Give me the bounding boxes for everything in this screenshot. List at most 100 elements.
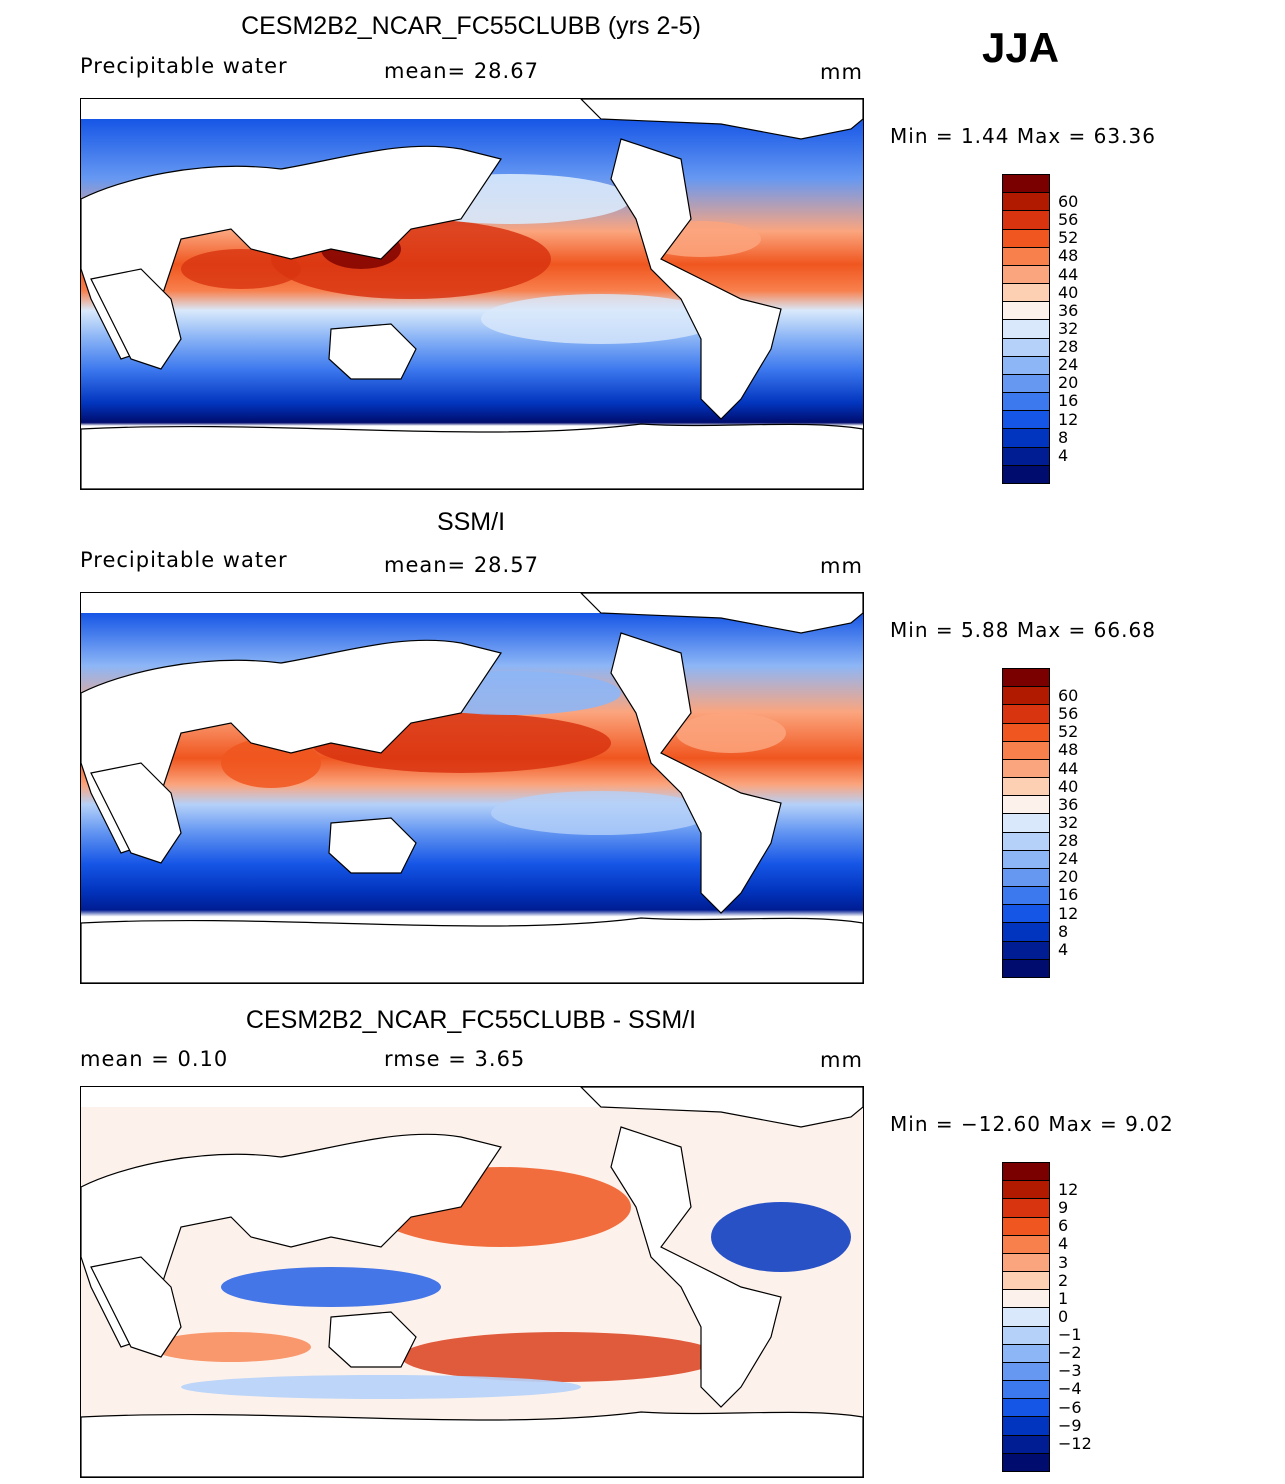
colorbar-label: 32	[1058, 812, 1079, 832]
colorbar-swatch	[1003, 1199, 1049, 1218]
colorbar-label: 6	[1058, 1216, 1069, 1236]
colorbar-swatch	[1003, 778, 1049, 797]
colorbar-swatch	[1003, 759, 1049, 779]
colorbar-swatch	[1003, 374, 1049, 394]
colorbar-swatch	[1003, 959, 1049, 977]
colorbar-label: 32	[1058, 318, 1079, 338]
colorbar-label: 60	[1058, 192, 1079, 212]
colorbar-swatch	[1003, 941, 1049, 960]
panel-2-mean: mean= 28.57	[384, 553, 539, 577]
colorbar-label: 24	[1058, 355, 1079, 375]
colorbar-label: −2	[1058, 1343, 1082, 1363]
colorbar-label: −12	[1058, 1433, 1092, 1453]
colorbar-swatch	[1003, 1344, 1049, 1363]
colorbar-label: 8	[1058, 427, 1069, 447]
colorbar-label: 12	[1058, 1180, 1079, 1200]
colorbar-swatch	[1003, 868, 1049, 888]
colorbar-swatch	[1003, 814, 1049, 833]
colorbar-label: −6	[1058, 1397, 1082, 1417]
panel-1-map	[80, 98, 864, 490]
panel-3-map	[80, 1086, 864, 1478]
panel-1-mean: mean= 28.67	[384, 59, 539, 83]
colorbar-swatch	[1003, 1290, 1049, 1309]
colorbar-label: −3	[1058, 1361, 1082, 1381]
colorbar-label: −1	[1058, 1325, 1082, 1345]
colorbar-swatch	[1003, 796, 1049, 815]
panel-2-map-plot	[81, 593, 863, 983]
colorbar-swatch	[1003, 265, 1049, 285]
colorbar-swatch	[1003, 1253, 1049, 1273]
colorbar-swatch	[1003, 320, 1049, 339]
colorbar-label: 1	[1058, 1288, 1069, 1308]
colorbar-label: 48	[1058, 740, 1079, 760]
panel-1-colorbar	[1002, 174, 1050, 484]
panel-1-variable: Precipitable water	[80, 54, 288, 78]
colorbar-label: 2	[1058, 1270, 1069, 1290]
panel-2-minmax: Min = 5.88 Max = 66.68	[890, 618, 1156, 642]
colorbar-swatch	[1003, 705, 1049, 724]
colorbar-label: 28	[1058, 337, 1079, 357]
colorbar-swatch	[1003, 1217, 1049, 1236]
colorbar-label: 60	[1058, 686, 1079, 706]
colorbar-label: 56	[1058, 704, 1079, 724]
colorbar-swatch	[1003, 832, 1049, 851]
colorbar-label: 44	[1058, 758, 1079, 778]
colorbar-swatch	[1003, 356, 1049, 375]
colorbar-swatch	[1003, 687, 1049, 706]
panel-2-colorbar	[1002, 668, 1050, 978]
colorbar-swatch	[1003, 1417, 1049, 1436]
colorbar-swatch	[1003, 229, 1049, 248]
colorbar-label: 52	[1058, 228, 1079, 248]
colorbar-swatch	[1003, 1163, 1049, 1182]
colorbar-label: 40	[1058, 282, 1079, 302]
colorbar-label: 40	[1058, 776, 1079, 796]
colorbar-swatch	[1003, 669, 1049, 688]
colorbar-label: −4	[1058, 1379, 1082, 1399]
colorbar-label: 36	[1058, 300, 1079, 320]
panel-1-map-plot	[81, 99, 863, 489]
panel-3-colorbar	[1002, 1162, 1050, 1472]
panel-3-mean: mean = 0.10	[80, 1047, 229, 1071]
colorbar-swatch	[1003, 1308, 1049, 1327]
colorbar-swatch	[1003, 393, 1049, 412]
colorbar-label: 56	[1058, 210, 1079, 230]
colorbar-swatch	[1003, 1362, 1049, 1382]
colorbar-label: 3	[1058, 1252, 1069, 1272]
colorbar-label: 16	[1058, 885, 1079, 905]
panel-1-units: mm	[820, 60, 863, 84]
panel-2-units: mm	[820, 554, 863, 578]
colorbar-swatch	[1003, 1181, 1049, 1200]
colorbar-label: 24	[1058, 849, 1079, 869]
colorbar-label: 20	[1058, 867, 1079, 887]
colorbar-swatch	[1003, 175, 1049, 194]
panel-2-variable: Precipitable water	[80, 548, 288, 572]
panel-3-rmse: rmse = 3.65	[384, 1047, 526, 1071]
colorbar-label: 44	[1058, 264, 1079, 284]
colorbar-swatch	[1003, 905, 1049, 924]
colorbar-label: 4	[1058, 445, 1069, 465]
panel-1-minmax: Min = 1.44 Max = 63.36	[890, 124, 1156, 148]
panel-2-title: SSM/I	[436, 508, 506, 536]
colorbar-swatch	[1003, 741, 1049, 760]
colorbar-label: 36	[1058, 794, 1079, 814]
colorbar-swatch	[1003, 1326, 1049, 1345]
colorbar-swatch	[1003, 465, 1049, 483]
colorbar-swatch	[1003, 211, 1049, 230]
colorbar-label: 0	[1058, 1306, 1069, 1326]
colorbar-swatch	[1003, 1435, 1049, 1454]
panel-3-title: CESM2B2_NCAR_FC55CLUBB - SSM/I	[245, 1006, 697, 1034]
colorbar-swatch	[1003, 1235, 1049, 1254]
colorbar-swatch	[1003, 1399, 1049, 1418]
panel-2-map	[80, 592, 864, 984]
colorbar-label: 4	[1058, 939, 1069, 959]
colorbar-label: −9	[1058, 1415, 1082, 1435]
colorbar-swatch	[1003, 887, 1049, 906]
panel-3-minmax: Min = −12.60 Max = 9.02	[890, 1112, 1174, 1136]
colorbar-swatch	[1003, 302, 1049, 321]
colorbar-swatch	[1003, 850, 1049, 869]
colorbar-swatch	[1003, 193, 1049, 212]
colorbar-swatch	[1003, 447, 1049, 466]
colorbar-swatch	[1003, 1272, 1049, 1291]
colorbar-swatch	[1003, 723, 1049, 742]
colorbar-label: 20	[1058, 373, 1079, 393]
